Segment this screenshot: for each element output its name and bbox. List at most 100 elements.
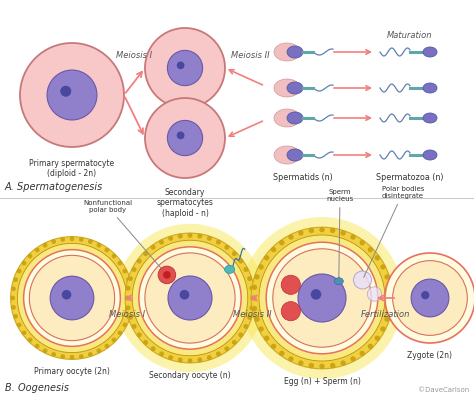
Circle shape	[145, 28, 225, 108]
Text: Nonfunctional
polar body: Nonfunctional polar body	[83, 200, 165, 273]
Circle shape	[241, 217, 403, 379]
Circle shape	[288, 356, 294, 362]
Circle shape	[273, 249, 371, 347]
Text: B. Oogenesis: B. Oogenesis	[5, 383, 69, 393]
Circle shape	[47, 70, 97, 120]
Circle shape	[50, 276, 94, 320]
Circle shape	[380, 264, 386, 270]
Circle shape	[216, 351, 221, 356]
Text: Secondary oocyte (n): Secondary oocyte (n)	[149, 371, 231, 380]
Circle shape	[387, 285, 392, 290]
Circle shape	[238, 332, 243, 338]
Circle shape	[207, 355, 212, 360]
Circle shape	[298, 360, 303, 366]
Circle shape	[254, 316, 260, 322]
Circle shape	[309, 228, 314, 233]
Ellipse shape	[423, 113, 437, 123]
Ellipse shape	[274, 79, 300, 97]
Ellipse shape	[334, 278, 343, 285]
Circle shape	[111, 254, 116, 258]
Circle shape	[368, 343, 373, 349]
Circle shape	[125, 296, 130, 300]
Circle shape	[374, 255, 380, 261]
Circle shape	[24, 250, 120, 346]
Circle shape	[384, 316, 390, 322]
Circle shape	[125, 233, 255, 363]
Circle shape	[207, 236, 212, 241]
Text: Polar bodies
disintegrate: Polar bodies disintegrate	[364, 186, 424, 277]
Circle shape	[126, 277, 131, 282]
Circle shape	[374, 336, 380, 341]
Circle shape	[250, 296, 255, 300]
Circle shape	[385, 253, 474, 343]
Circle shape	[168, 236, 173, 241]
Circle shape	[252, 285, 257, 290]
Circle shape	[249, 305, 255, 310]
Circle shape	[128, 276, 133, 281]
Circle shape	[388, 295, 393, 301]
Circle shape	[116, 224, 264, 372]
Ellipse shape	[287, 46, 303, 58]
Text: Zygote (2n): Zygote (2n)	[408, 351, 453, 360]
Circle shape	[132, 324, 137, 329]
Circle shape	[243, 267, 248, 272]
Circle shape	[177, 131, 184, 139]
Circle shape	[137, 332, 142, 338]
Circle shape	[254, 274, 260, 279]
Circle shape	[10, 237, 133, 359]
Circle shape	[188, 358, 192, 363]
Circle shape	[232, 251, 237, 256]
Circle shape	[298, 274, 346, 322]
Circle shape	[188, 233, 192, 238]
Circle shape	[367, 287, 382, 301]
Circle shape	[126, 305, 130, 310]
Circle shape	[178, 234, 182, 238]
Circle shape	[243, 324, 248, 329]
Circle shape	[145, 253, 235, 343]
Circle shape	[60, 354, 65, 359]
Circle shape	[281, 302, 301, 321]
Circle shape	[180, 290, 189, 300]
Circle shape	[158, 266, 176, 284]
Circle shape	[271, 343, 276, 349]
Ellipse shape	[274, 146, 300, 164]
Circle shape	[251, 227, 393, 369]
Circle shape	[340, 360, 346, 366]
Circle shape	[51, 352, 56, 357]
Circle shape	[288, 234, 294, 240]
Text: Meiosis I: Meiosis I	[116, 51, 152, 60]
Circle shape	[88, 352, 92, 357]
Circle shape	[197, 234, 202, 238]
Text: Meiosis II: Meiosis II	[231, 51, 269, 60]
Circle shape	[137, 259, 142, 263]
Circle shape	[350, 356, 356, 362]
Circle shape	[143, 251, 148, 256]
Circle shape	[126, 314, 131, 319]
Circle shape	[17, 269, 21, 273]
Circle shape	[281, 275, 301, 295]
Circle shape	[330, 228, 336, 233]
Circle shape	[279, 240, 284, 245]
Ellipse shape	[287, 149, 303, 161]
Circle shape	[97, 243, 101, 248]
Circle shape	[18, 244, 127, 353]
Circle shape	[22, 261, 27, 265]
Circle shape	[359, 351, 365, 356]
Text: Secondary
spermatocytes
(haploid - n): Secondary spermatocytes (haploid - n)	[156, 188, 213, 218]
Circle shape	[139, 247, 241, 349]
Circle shape	[132, 267, 137, 272]
Circle shape	[29, 256, 115, 341]
Circle shape	[118, 330, 122, 335]
Circle shape	[177, 61, 184, 69]
Circle shape	[163, 271, 171, 279]
Circle shape	[11, 305, 16, 310]
Circle shape	[252, 306, 257, 311]
Ellipse shape	[287, 82, 303, 94]
Ellipse shape	[287, 112, 303, 124]
Circle shape	[266, 242, 378, 354]
Circle shape	[159, 240, 164, 245]
Circle shape	[43, 349, 47, 353]
Circle shape	[20, 43, 124, 147]
Circle shape	[319, 364, 325, 369]
Circle shape	[28, 254, 32, 258]
